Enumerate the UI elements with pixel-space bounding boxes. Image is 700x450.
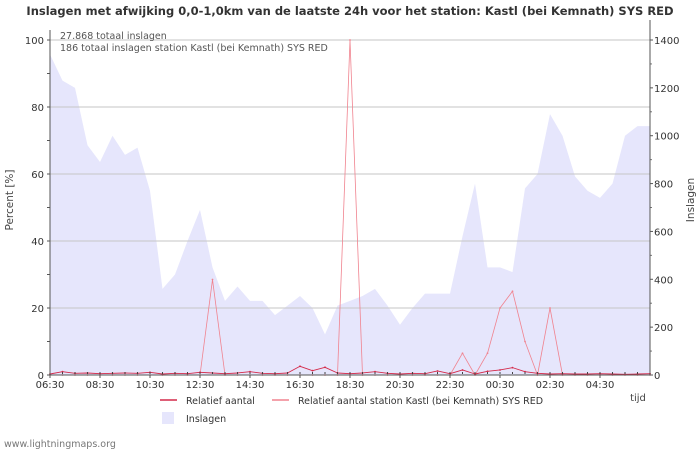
x-tick-label: 02:30	[536, 380, 565, 391]
station-relative-line-point	[511, 290, 514, 293]
relative-line-point	[511, 366, 514, 369]
y-tick-right: 0	[654, 371, 660, 382]
x-tick-label: 00:30	[486, 380, 515, 391]
relative-line-point	[461, 369, 464, 371]
relative-line-point	[299, 365, 301, 368]
relative-line-point	[486, 370, 489, 373]
x-tick-label: 04:30	[586, 380, 615, 391]
station-relative-line-point	[549, 307, 551, 309]
annotation-total: 27.868 totaal inslagen	[60, 31, 167, 42]
x-tick-label: 10:30	[136, 380, 165, 391]
x-tick-label: 22:30	[436, 380, 465, 391]
legend-label-station: Relatief aantal station Kastl (bei Kemna…	[298, 396, 543, 407]
y-tick-right: 200	[654, 323, 673, 334]
y-tick-right: 1200	[654, 84, 679, 95]
relative-line-point	[311, 369, 314, 372]
relative-line-point	[499, 369, 501, 371]
x-tick-label: 18:30	[336, 380, 365, 391]
x-tick-label: 12:30	[186, 380, 215, 391]
relative-line-point	[324, 366, 326, 369]
inslagen-area	[50, 54, 650, 376]
y-axis-right-label: Inslagen	[685, 178, 697, 222]
y-tick-right: 600	[654, 227, 673, 238]
legend-label-inslagen: Inslagen	[186, 414, 226, 425]
y-tick-right: 1000	[654, 132, 679, 143]
station-relative-line-point	[349, 39, 351, 41]
y-tick-left: 0	[38, 371, 44, 382]
legend-swatch-inslagen	[162, 412, 174, 424]
y-tick-left: 40	[31, 237, 44, 248]
y-tick-left: 80	[31, 103, 44, 114]
x-axis-label: tijd	[630, 393, 646, 404]
x-tick-label: 20:30	[386, 380, 415, 391]
station-relative-line-point	[486, 352, 489, 355]
x-tick-label: 16:30	[286, 380, 315, 391]
legend-label-relative: Relatief aantal	[186, 396, 255, 407]
station-relative-line-point	[461, 352, 464, 355]
chart-title: Inslagen met afwijking 0,0-1,0km van de …	[26, 4, 673, 18]
y-tick-left: 60	[31, 170, 44, 181]
y-tick-left: 100	[25, 36, 44, 47]
annotation-station: 186 totaal inslagen station Kastl (bei K…	[60, 43, 328, 54]
y-tick-left: 20	[31, 304, 44, 315]
station-relative-line-point	[524, 340, 526, 343]
x-tick-label: 08:30	[86, 380, 115, 391]
x-tick-label: 06:30	[36, 380, 65, 391]
y-tick-right: 400	[654, 275, 673, 286]
relative-line-point	[436, 370, 439, 372]
y-tick-right: 800	[654, 180, 673, 191]
station-relative-line-point	[499, 307, 501, 309]
station-relative-line-point	[211, 278, 214, 281]
x-tick-label: 14:30	[236, 380, 265, 391]
y-tick-right: 1400	[654, 36, 679, 47]
y-axis-left-label: Percent [%]	[4, 169, 16, 230]
footer-credit: www.lightningmaps.org	[4, 439, 116, 450]
